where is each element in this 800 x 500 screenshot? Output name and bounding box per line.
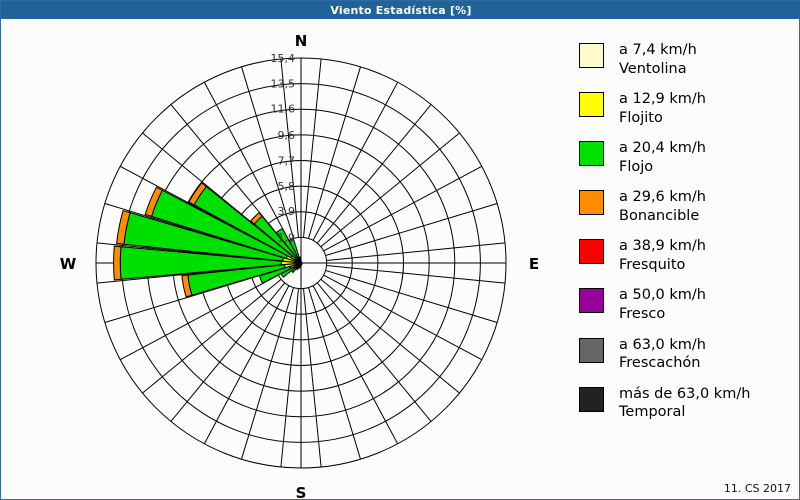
legend-label: a 29,6 km/h Bonancible: [619, 188, 706, 225]
grid-spoke: [316, 104, 432, 244]
wind-rose-petal: [116, 209, 131, 245]
legend-label: a 63,0 km/h Frescachón: [619, 336, 706, 373]
legend-color-swatch: [579, 239, 604, 265]
legend-item[interactable]: a 29,6 km/h Bonancible: [579, 188, 797, 225]
grid-spoke: [303, 58, 322, 238]
legend: a 7,4 km/h Ventolina a 12,9 km/h Flojito a 2…: [579, 41, 797, 434]
legend-speed-range: a 7,4 km/h: [619, 42, 697, 58]
radial-tick-label: 11,6: [271, 103, 296, 116]
legend-speed-range: a 38,9 km/h: [619, 238, 706, 255]
grid-spoke: [307, 287, 361, 460]
grid-spoke: [320, 132, 460, 248]
grid-spoke: [241, 287, 295, 460]
legend-color-swatch: [579, 43, 604, 68]
grid-spoke: [323, 165, 483, 252]
grid-spoke: [119, 274, 279, 361]
wind-rose-petal: [181, 274, 193, 298]
wind-rose-chart: 1,9 3,9 5,8 7,7 9,6 11,6 13,5 15,4 N E S W: [1, 19, 571, 499]
grid-spoke: [312, 285, 399, 445]
grid-spoke: [203, 81, 290, 241]
radial-ticks: 1,9 3,9 5,8 7,7 9,6 11,6 13,5 15,4: [271, 52, 296, 245]
compass-label-north: N: [295, 32, 308, 50]
legend-label: más de 63,0 km/h Temporal: [619, 385, 750, 422]
legend-item[interactable]: a 50,0 km/h Fresco: [579, 286, 797, 323]
radial-tick-label: 9,6: [278, 129, 296, 142]
radial-tick-label: 7,7: [278, 155, 296, 168]
legend-item[interactable]: más de 63,0 km/h Temporal: [579, 385, 797, 422]
grid-spoke: [303, 288, 322, 468]
legend-label: a 20,4 km/h Flojo: [619, 139, 706, 176]
legend-speed-range: a 29,6 km/h: [619, 189, 706, 206]
radial-tick-label: 13,5: [271, 77, 296, 90]
compass-label-east: E: [529, 255, 539, 273]
compass-label-south: S: [296, 484, 307, 499]
grid-spoke: [325, 269, 498, 323]
wind-rose-petal: [113, 245, 122, 281]
wind-rose-svg: 1,9 3,9 5,8 7,7 9,6 11,6 13,5 15,4 N E S W: [60, 32, 539, 499]
legend-speed-range: a 20,4 km/h: [619, 140, 706, 157]
legend-color-swatch: [579, 92, 604, 118]
compass-label-west: W: [60, 255, 77, 273]
grid-spoke: [326, 265, 506, 284]
legend-item[interactable]: a 7,4 km/h Ventolina: [579, 41, 797, 78]
grid-spoke: [325, 203, 498, 257]
legend-color-swatch: [579, 141, 604, 167]
window-titlebar: Viento Estadística [%]: [1, 1, 800, 19]
legend-item[interactable]: a 38,9 km/h Fresquito: [579, 237, 797, 274]
legend-category-name: Flojito: [619, 109, 663, 126]
legend-speed-range: más de 63,0 km/h: [619, 385, 751, 402]
legend-label: a 50,0 km/h Fresco: [619, 286, 706, 323]
petal-layer: [113, 182, 303, 298]
grid-spoke: [326, 242, 506, 261]
grid-spoke: [307, 66, 361, 239]
legend-label: a 12,9 km/h Flojito: [619, 90, 706, 127]
grid-spoke: [320, 278, 460, 394]
grid-spoke: [142, 278, 282, 394]
radial-tick-label: 3,9: [278, 205, 296, 218]
wind-rose-petal: [249, 211, 263, 225]
grid-spoke: [203, 285, 290, 445]
grid-spoke: [312, 81, 399, 241]
wind-rose-petal: [188, 182, 208, 206]
legend-label: a 7,4 km/h Ventolina: [619, 41, 697, 78]
legend-item[interactable]: a 63,0 km/h Frescachón: [579, 336, 797, 373]
legend-category-name: Temporal: [619, 404, 686, 421]
grid-spoke: [316, 282, 432, 422]
legend-item[interactable]: a 12,9 km/h Flojito: [579, 90, 797, 127]
legend-speed-range: a 50,0 km/h: [619, 287, 706, 304]
grid-spoke: [170, 282, 286, 422]
legend-category-name: Fresco: [619, 306, 666, 323]
legend-color-swatch: [579, 386, 604, 412]
legend-category-name: Ventolina: [619, 60, 687, 77]
grid-spoke: [280, 58, 299, 238]
footer-credit: 11. CS 2017: [723, 482, 791, 495]
radial-tick-label: 1,9: [278, 232, 296, 245]
legend-speed-range: a 63,0 km/h: [619, 336, 706, 353]
legend-color-swatch: [579, 337, 604, 363]
wind-rose-petal: [144, 186, 164, 218]
legend-speed-range: a 12,9 km/h: [619, 91, 706, 108]
legend-category-name: Bonancible: [619, 207, 700, 224]
legend-label: a 38,9 km/h Fresquito: [619, 237, 706, 274]
grid-spoke: [280, 288, 299, 468]
legend-category-name: Flojo: [619, 158, 654, 175]
compass-labels: N E S W: [60, 32, 539, 499]
legend-category-name: Fresquito: [619, 256, 686, 273]
legend-item[interactable]: a 20,4 km/h Flojo: [579, 139, 797, 176]
grid-spoke: [241, 66, 295, 239]
window-title: Viento Estadística [%]: [330, 3, 472, 17]
legend-color-swatch: [579, 190, 604, 216]
radial-tick-label: 5,8: [278, 180, 296, 193]
grid-spoke: [323, 274, 483, 361]
legend-color-swatch: [579, 288, 604, 314]
wind-rose-petal: [298, 256, 302, 262]
radial-tick-label: 15,4: [271, 52, 296, 65]
legend-category-name: Frescachón: [619, 355, 701, 372]
